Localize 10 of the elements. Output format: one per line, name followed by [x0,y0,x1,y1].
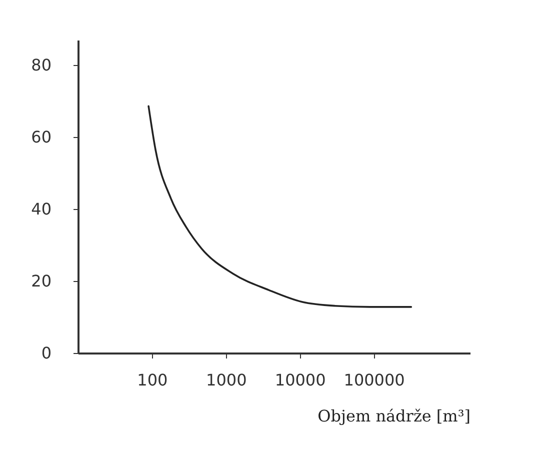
y-tick-label: 80 [31,56,52,75]
x-tick-label: 100 [137,370,168,390]
x-tick-label: 10000 [274,370,326,390]
y-tick-label: 40 [31,200,52,219]
y-tick-label: 20 [31,272,52,291]
y-tick-label: 0 [41,344,52,362]
y-tick-label: 60 [31,128,52,147]
x-axis-title: Objem nádrže [m³] [318,406,470,426]
x-tick-label: 100000 [344,370,405,390]
x-tick-label: 1000 [206,370,247,390]
